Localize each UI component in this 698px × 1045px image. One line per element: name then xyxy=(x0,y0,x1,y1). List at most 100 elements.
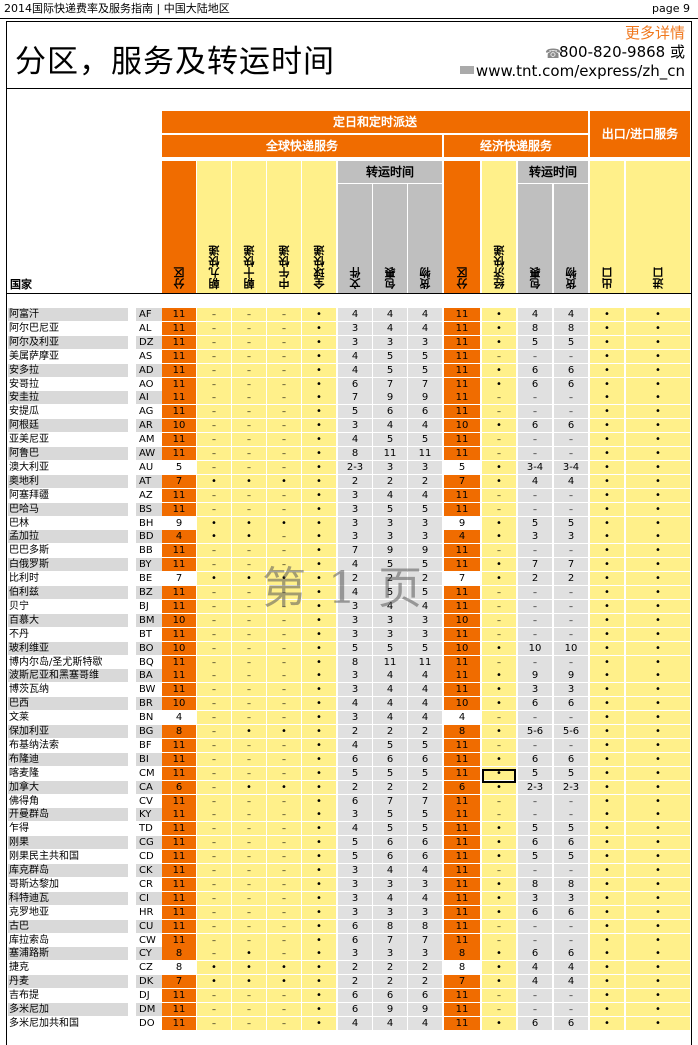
table-cell: 9 xyxy=(408,391,442,405)
table-cell: – xyxy=(232,933,266,947)
table-cell: – xyxy=(267,905,301,919)
table-cell: • xyxy=(482,697,516,711)
table-cell: 2 xyxy=(373,725,407,738)
table-cell: – xyxy=(267,363,301,377)
table-row: 巴巴多斯 BB 11– – – • 7 9 9 11– – – • • xyxy=(8,544,691,558)
table-cell: – xyxy=(518,933,552,947)
table-cell: • xyxy=(626,627,690,641)
table-row: 百慕大 BM 10– – – • 3 3 3 10– – – • • xyxy=(8,613,691,628)
country-code: AS xyxy=(136,349,166,363)
table-cell: 10 xyxy=(518,641,552,655)
table-cell: • xyxy=(302,905,336,919)
table-cell: 6 xyxy=(518,419,552,433)
table-cell: • xyxy=(302,349,336,363)
country-code: CW xyxy=(136,933,166,947)
table-cell: 3 xyxy=(408,947,442,961)
country-code: AD xyxy=(136,363,166,377)
table-cell: • xyxy=(197,516,231,530)
table-cell: – xyxy=(232,989,266,1003)
table-cell: 3 xyxy=(408,516,442,530)
table-cell: 3 xyxy=(338,419,372,433)
country-name: 库拉索岛 xyxy=(8,933,128,947)
table-cell: 3 xyxy=(373,947,407,961)
table-cell: • xyxy=(302,919,336,933)
table-cell: 2 xyxy=(408,961,442,975)
left-border xyxy=(6,89,7,1045)
table-cell: 5-6 xyxy=(554,725,588,738)
table-cell: 3 xyxy=(373,335,407,349)
table-cell: – xyxy=(518,1003,552,1016)
table-cell: 6 xyxy=(408,752,442,766)
country-code: AL xyxy=(136,321,166,335)
column-header-13: 进口 xyxy=(626,161,690,293)
country-code: BI xyxy=(136,752,166,766)
table-cell: 3 xyxy=(373,516,407,530)
table-cell: • xyxy=(302,363,336,377)
table-cell: – xyxy=(232,391,266,405)
country-name: 巴哈马 xyxy=(8,502,128,516)
country-name: 安圭拉 xyxy=(8,391,128,405)
table-cell: 5 xyxy=(408,822,442,836)
table-cell: 11 xyxy=(444,447,480,460)
country-name: 博茨瓦纳 xyxy=(8,683,128,697)
table-cell: – xyxy=(518,488,552,502)
table-cell: 6 xyxy=(338,794,372,808)
table-cell: • xyxy=(626,641,690,655)
table-cell: – xyxy=(267,766,301,780)
header-export-import: 出口/进口服务 xyxy=(590,111,690,157)
table-cell: – xyxy=(554,627,588,641)
table-cell: 4 xyxy=(338,738,372,752)
table-cell: – xyxy=(197,433,231,447)
table-row: 贝宁 BJ 11– – – • 3 4 4 11– – – • • xyxy=(8,599,691,614)
table-cell: 3 xyxy=(554,891,588,905)
table-cell: • xyxy=(482,516,516,530)
table-cell: 7 xyxy=(373,377,407,391)
table-cell: – xyxy=(232,419,266,433)
table-cell: 11 xyxy=(162,877,196,891)
table-row: 保加利亚 BG 8– • • • 2 2 2 8 • 5-6 5-6 • • xyxy=(8,725,691,739)
table-cell: – xyxy=(197,933,231,947)
country-code: AU xyxy=(136,460,166,474)
table-cell: – xyxy=(197,794,231,808)
table-cell: 11 xyxy=(444,933,480,947)
column-header-label: 朝九快递 xyxy=(208,245,221,289)
table-cell: 7 xyxy=(518,558,552,572)
table-cell: 5 xyxy=(554,766,588,780)
table-cell: 5 xyxy=(373,502,407,516)
table-cell: • xyxy=(590,419,624,433)
table-cell: 11 xyxy=(444,308,480,321)
table-cell: 3 xyxy=(373,613,407,627)
table-cell: • xyxy=(590,891,624,905)
table-cell: – xyxy=(197,460,231,474)
table-cell: • xyxy=(626,891,690,905)
table-cell: • xyxy=(590,572,624,586)
column-header-label: 货物 xyxy=(419,267,432,289)
more-details-link[interactable]: 更多详情 xyxy=(624,24,685,42)
country-code: DO xyxy=(136,1016,166,1030)
table-cell: – xyxy=(197,989,231,1003)
table-cell: 11 xyxy=(162,794,196,808)
table-cell: 5 xyxy=(373,808,407,822)
table-cell: • xyxy=(590,641,624,655)
table-cell: 4 xyxy=(518,474,552,488)
table-cell: 11 xyxy=(444,1016,480,1030)
table-cell: – xyxy=(197,669,231,683)
table-cell: • xyxy=(590,836,624,850)
table-cell: 5 xyxy=(338,405,372,419)
table-cell: 6 xyxy=(554,697,588,711)
table-cell: 6 xyxy=(518,947,552,961)
country-name: 开曼群岛 xyxy=(8,808,128,822)
table-cell: 11 xyxy=(408,447,442,460)
table-cell: 5 xyxy=(408,808,442,822)
country-name: 克罗地亚 xyxy=(8,905,128,919)
table-cell: – xyxy=(267,447,301,460)
website-link[interactable]: www.tnt.com/express/zh_cn xyxy=(475,62,685,80)
table-cell: • xyxy=(626,363,690,377)
table-cell: • xyxy=(302,572,336,586)
table-cell: • xyxy=(590,447,624,460)
selection-box[interactable] xyxy=(482,769,516,783)
table-row: 丹麦 DK 7 • • • • 2 2 2 7 • 4 4 • • xyxy=(8,975,691,989)
table-cell: – xyxy=(554,711,588,725)
country-name: 布基纳法索 xyxy=(8,738,128,752)
table-row: 开曼群岛 KY 11– – – • 3 5 5 11– – – • • xyxy=(8,808,691,822)
